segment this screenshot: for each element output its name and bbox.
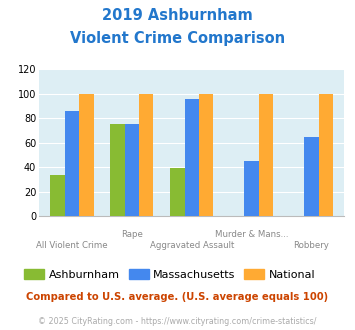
Text: Compared to U.S. average. (U.S. average equals 100): Compared to U.S. average. (U.S. average … [26, 292, 329, 302]
Bar [259, 94, 273, 216]
Bar [185, 99, 199, 216]
Bar [50, 175, 65, 216]
Bar [125, 124, 139, 216]
Bar [304, 137, 318, 216]
Text: © 2025 CityRating.com - https://www.cityrating.com/crime-statistics/: © 2025 CityRating.com - https://www.city… [38, 317, 317, 326]
Bar [170, 168, 185, 216]
Text: Aggravated Assault: Aggravated Assault [149, 241, 234, 249]
Legend: Ashburnham, Massachusetts, National: Ashburnham, Massachusetts, National [20, 265, 320, 284]
Bar [65, 111, 79, 216]
Text: Murder & Mans...: Murder & Mans... [215, 230, 288, 239]
Text: 2019 Ashburnham: 2019 Ashburnham [102, 8, 253, 23]
Bar [79, 94, 93, 216]
Text: All Violent Crime: All Violent Crime [36, 241, 108, 249]
Bar [110, 124, 125, 216]
Bar [199, 94, 213, 216]
Bar [244, 161, 259, 216]
Text: Robbery: Robbery [294, 241, 329, 249]
Bar [318, 94, 333, 216]
Bar [139, 94, 153, 216]
Text: Violent Crime Comparison: Violent Crime Comparison [70, 31, 285, 46]
Text: Rape: Rape [121, 230, 143, 239]
